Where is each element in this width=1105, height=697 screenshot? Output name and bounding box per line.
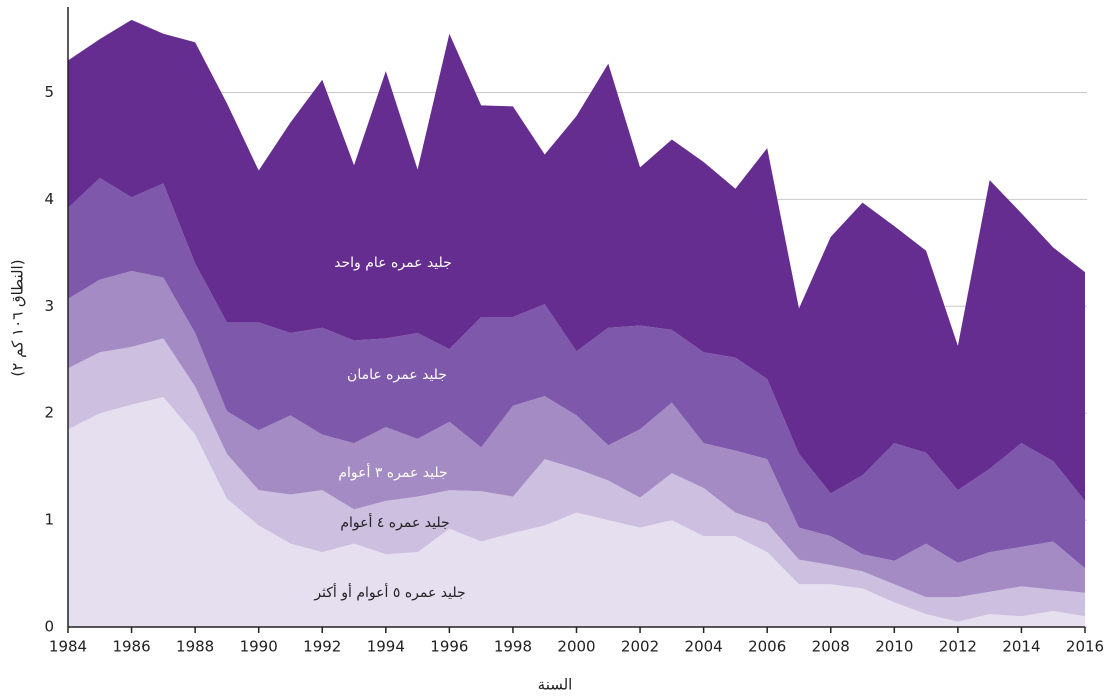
x-axis-label: السنة xyxy=(538,676,573,694)
x-tick-label: 2004 xyxy=(685,638,723,656)
series-label: جليد عمره ٤ أعوام xyxy=(340,513,449,531)
x-tick-label: 1990 xyxy=(240,638,278,656)
y-tick-label: 1 xyxy=(44,511,54,529)
x-tick-label: 2014 xyxy=(1002,638,1040,656)
x-tick-label: 1992 xyxy=(303,638,341,656)
series-label: جليد عمره ٥ أعوام أو أكثر xyxy=(313,583,465,601)
x-tick-label: 2010 xyxy=(875,638,913,656)
area xyxy=(68,271,1085,598)
x-tick-label: 1998 xyxy=(494,638,532,656)
x-tick-label: 2006 xyxy=(748,638,786,656)
y-tick-label: 3 xyxy=(44,297,54,315)
y-axis-label: (النطاق ١٠٦ كم ٢) xyxy=(9,259,27,376)
y-tick-label: 5 xyxy=(44,83,54,101)
x-tick-label: 2008 xyxy=(812,638,850,656)
x-tick-label: 1994 xyxy=(367,638,405,656)
series-label: جليد عمره عامان xyxy=(347,367,447,383)
area xyxy=(68,338,1085,622)
x-tick-label: 1986 xyxy=(112,638,150,656)
series-label: جليد عمره ٣ أعوام xyxy=(338,463,447,481)
x-tick-label: 1988 xyxy=(176,638,214,656)
series-label: جليد عمره عام واحد xyxy=(334,255,452,271)
x-tick-label: 1984 xyxy=(49,638,87,656)
x-tick-label: 1996 xyxy=(430,638,468,656)
y-tick-label: 2 xyxy=(44,404,54,422)
area xyxy=(68,397,1085,627)
x-tick-label: 2000 xyxy=(557,638,595,656)
x-tick-label: 2002 xyxy=(621,638,659,656)
x-tick-label: 2012 xyxy=(939,638,977,656)
y-tick-label: 4 xyxy=(44,190,54,208)
area xyxy=(68,19,1085,501)
x-tick-label: 2016 xyxy=(1066,638,1104,656)
area xyxy=(68,178,1085,569)
y-tick-label: 0 xyxy=(44,618,54,636)
